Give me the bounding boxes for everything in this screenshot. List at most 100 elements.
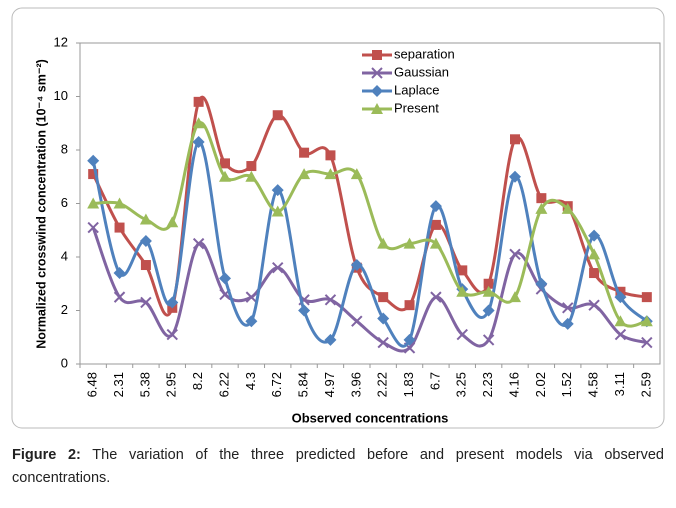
marker [192,135,205,148]
marker [219,170,231,182]
marker [510,134,520,145]
marker [298,304,311,317]
marker [220,158,230,169]
x-tick-label: 4.97 [322,372,337,397]
marker [588,229,601,242]
marker [298,168,311,180]
x-tick-label: 5.84 [296,372,311,397]
x-tick-label: 6.7 [427,372,442,390]
marker [482,334,495,346]
marker [403,237,416,249]
marker [561,202,574,214]
marker [404,300,415,311]
legend-marker [371,103,383,114]
marker [299,147,310,158]
marker [87,154,100,167]
marker [166,296,179,309]
marker [245,315,258,328]
series-line [93,121,648,328]
legend-label: separation [394,46,455,61]
marker [245,291,258,303]
marker [614,328,627,341]
chart-frame [11,7,665,429]
marker [535,277,548,290]
marker [614,315,627,327]
marker [588,299,600,311]
legend-label: Laplace [394,82,440,97]
x-tick-label: 2.59 [638,372,653,397]
marker [193,96,204,107]
marker [588,248,601,260]
y-tick-label: 0 [61,355,68,370]
marker [403,333,416,346]
marker [561,317,574,330]
x-tick-label: 2.23 [480,372,495,397]
marker [88,169,99,180]
x-tick-label: 2.22 [375,372,390,397]
marker [456,328,468,341]
x-tick-label: 3.96 [348,372,363,397]
y-tick-label: 4 [61,248,68,263]
marker [535,202,548,214]
marker [272,261,284,274]
x-tick-label: 4.3 [243,372,258,390]
marker [139,213,152,225]
x-tick-label: 6.22 [216,372,231,397]
x-tick-label: 1.52 [559,372,574,397]
marker [562,302,574,314]
marker [509,170,521,183]
marker [350,259,363,272]
marker [351,315,363,327]
marker [246,161,257,172]
y-tick-label: 2 [61,302,68,317]
x-axis-title: Observed concentrations [292,410,449,425]
marker [509,291,521,303]
marker [272,110,283,121]
x-tick-label: 6.48 [85,372,100,397]
marker [536,193,547,204]
marker [271,184,284,197]
marker [114,222,125,233]
marker [640,315,653,327]
marker [87,221,99,234]
marker [325,150,336,161]
x-tick-label: 1.83 [401,372,416,397]
marker [509,248,521,261]
marker [245,170,258,182]
marker [192,117,205,129]
marker [377,336,389,349]
legend-marker [372,50,382,60]
x-tick-label: 5.38 [137,372,152,397]
marker [271,205,284,217]
marker [350,168,363,180]
marker [324,168,337,180]
x-tick-label: 2.95 [164,372,179,397]
caption: Figure 2: The variation of the three pre… [12,444,664,490]
marker [139,234,152,247]
x-tick-label: 8.2 [190,372,205,390]
x-tick-label: 3.25 [454,372,469,397]
marker [641,292,652,303]
marker [430,291,442,303]
y-tick-label: 6 [61,195,68,210]
marker [113,267,126,280]
marker [483,278,494,289]
y-tick-label: 10 [54,88,68,103]
marker [219,272,231,285]
marker [482,304,495,317]
marker [113,291,126,303]
marker [430,219,441,230]
chart: Normalized crosswind concentration (10⁻⁴… [11,7,665,429]
y-axis-title: Normalized crosswind concentration (10⁻⁴… [34,59,48,349]
marker [166,216,179,228]
legend-marker [371,85,383,97]
marker [429,200,442,213]
marker [192,237,205,250]
marker [589,268,600,279]
marker [87,197,100,209]
caption-label: Figure 2: [12,447,81,463]
caption-text: The variation of the three predicted bef… [12,447,664,486]
marker [324,294,337,306]
series-line [91,227,648,353]
